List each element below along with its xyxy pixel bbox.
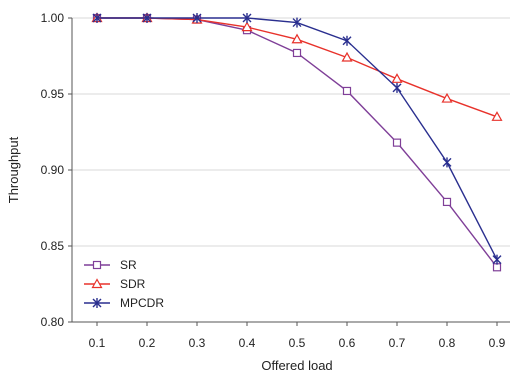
- data-point-sr: [342, 86, 352, 96]
- legend-label-sr: SR: [120, 258, 137, 272]
- y-tick-label: 0.90: [41, 163, 65, 177]
- data-point-sdr: [241, 21, 253, 32]
- data-point-sdr: [491, 111, 503, 121]
- x-tick-label: 0.7: [389, 336, 406, 350]
- legend-marker-sdr: [91, 278, 103, 289]
- data-point-sr: [392, 138, 402, 147]
- y-tick-label: 0.85: [41, 239, 65, 253]
- data-point-mpcdr: [292, 17, 302, 28]
- y-tick-label: 1.00: [41, 11, 65, 25]
- data-point-sdr: [441, 92, 453, 103]
- x-tick-label: 0.9: [489, 336, 506, 350]
- legend: SR SDR MPCDR: [84, 258, 164, 310]
- grid-lines: [72, 17, 510, 247]
- y-tick-label: 0.95: [41, 87, 65, 101]
- data-point-mpcdr: [442, 157, 452, 168]
- legend-marker-mpcdr: [92, 298, 102, 308]
- legend-marker-sr: [92, 260, 102, 270]
- legend-label-sdr: SDR: [120, 277, 146, 291]
- x-tick-label: 0.5: [289, 336, 306, 350]
- y-axis-ticks: 0.80 0.85 0.90 0.95 1.00: [41, 11, 72, 329]
- legend-label-mpcdr: MPCDR: [120, 296, 164, 310]
- data-point-mpcdr: [92, 13, 102, 23]
- data-point-sr: [292, 48, 302, 58]
- x-tick-label: 0.4: [239, 336, 256, 350]
- data-point-mpcdr: [192, 13, 202, 23]
- data-point-sdr: [291, 33, 303, 44]
- data-point-sr: [442, 197, 452, 207]
- data-point-mpcdr: [142, 13, 152, 23]
- data-point-mpcdr: [342, 35, 352, 46]
- data-point-sr: [492, 263, 502, 272]
- data-point-mpcdr: [242, 13, 252, 23]
- x-tick-label: 0.1: [89, 336, 106, 350]
- x-axis-ticks: 0.1 0.2 0.3 0.4 0.5 0.6 0.7 0.8 0.9: [89, 322, 506, 350]
- y-tick-label: 0.80: [41, 315, 65, 329]
- x-tick-label: 0.6: [339, 336, 356, 350]
- x-tick-label: 0.8: [439, 336, 456, 350]
- data-point-mpcdr: [492, 254, 502, 265]
- y-axis-label: Throughput: [6, 136, 21, 203]
- data-point-sdr: [391, 73, 403, 83]
- series-group: [91, 12, 503, 272]
- data-point-sdr: [341, 51, 353, 62]
- x-tick-label: 0.3: [189, 336, 206, 350]
- x-tick-label: 0.2: [139, 336, 156, 350]
- x-axis-label: Offered load: [261, 358, 332, 373]
- series-line-sdr: [97, 17, 498, 118]
- data-point-mpcdr: [392, 82, 402, 93]
